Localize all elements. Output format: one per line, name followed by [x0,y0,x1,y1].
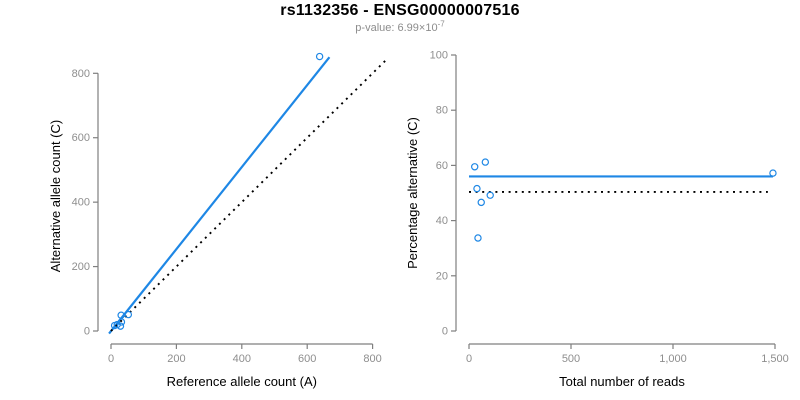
x-tick-label: 600 [298,353,316,365]
y-tick-label: 100 [430,50,448,62]
subtitle-exponent: -7 [437,19,445,29]
right-plot: 0 20 40 60 80 100 0 500 1,000 1,500 Total number o… [405,50,789,390]
left-plot: 0 200 400 600 800 0 200 400 600 800 Reference alle… [48,52,388,389]
y-tick-label: 600 [72,132,90,144]
fitted-allelic-ratio-line [108,56,331,335]
data-point [315,52,324,61]
x-tick-label: 800 [363,353,381,365]
data-point [474,234,482,242]
y-tick-label: 20 [436,270,448,282]
data-point [471,163,479,171]
x-tick-label: 0 [108,353,114,365]
y-tick-label: 200 [72,261,90,273]
x-tick-label: 1,500 [761,353,789,365]
data-point [473,184,481,193]
y-tick-label: 40 [436,215,448,227]
y-axis-label: Percentage alternative (C) [405,117,420,269]
x-axis-label: Reference allele count (A) [167,374,317,389]
data-point [769,169,777,177]
chart-title: rs1132356 - ENSG00000007516 [280,2,520,19]
x-tick-label: 1,000 [659,353,687,365]
data-point [477,198,485,207]
data-point [486,191,494,199]
x-tick-label: 200 [167,353,185,365]
x-tick-label: 0 [466,353,472,365]
y-tick-label: 800 [72,68,90,80]
data-point [481,158,490,166]
subtitle-text: p-value: 6.99×10 [355,22,438,34]
y-tick-label: 400 [72,197,90,209]
chart-subtitle: p-value: 6.99×10-7 [0,19,800,34]
y-tick-label: 0 [84,326,90,338]
identity-line [110,58,388,332]
x-axis-label: Total number of reads [559,374,685,389]
y-tick-label: 80 [436,105,448,117]
y-axis-label: Alternative allele count (C) [48,120,63,272]
x-tick-label: 400 [233,353,251,365]
data-point [124,310,133,319]
data-point [117,311,125,319]
y-tick-label: 60 [436,160,448,172]
y-tick-label: 0 [442,326,448,338]
x-tick-label: 500 [562,353,580,365]
